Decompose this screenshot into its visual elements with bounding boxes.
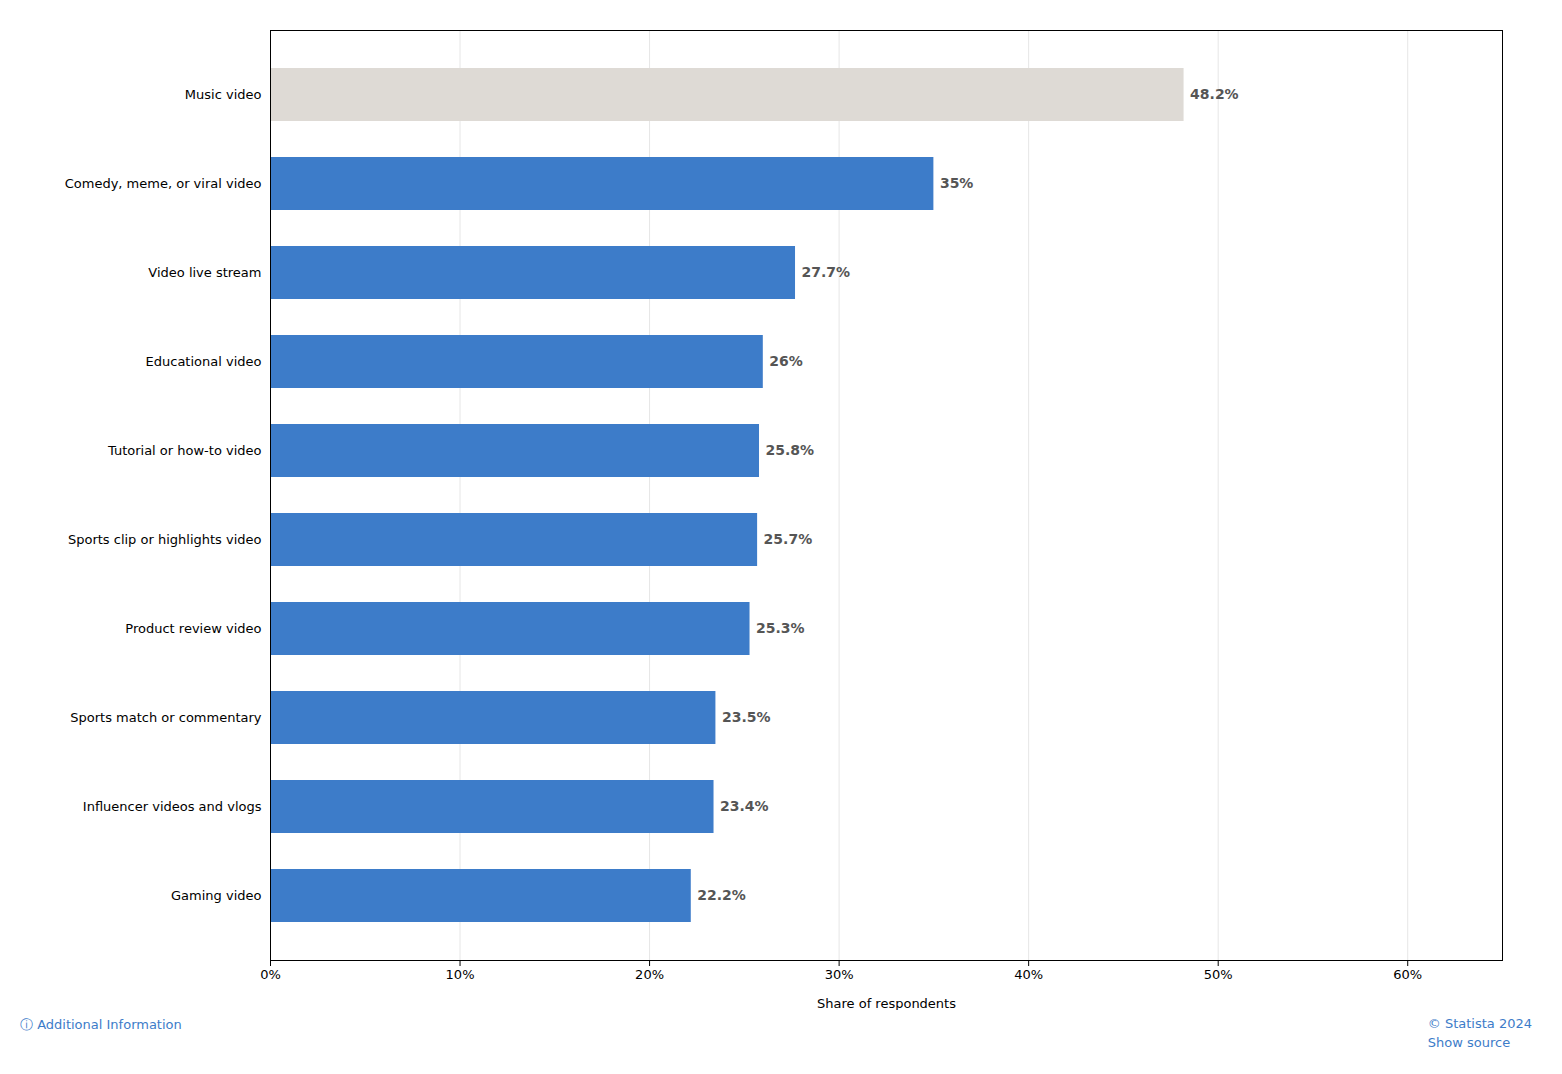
svg-text:Sports clip or highlights vide: Sports clip or highlights video — [68, 532, 262, 547]
svg-text:35%: 35% — [940, 175, 974, 191]
html-text:© Statista 2024: © Statista 2024 — [1427, 1016, 1532, 1031]
svg-text:23.4%: 23.4% — [720, 798, 769, 814]
svg-text:50%: 50% — [1204, 967, 1233, 982]
svg-text:23.5%: 23.5% — [722, 709, 771, 725]
svg-text:Sports match or commentary: Sports match or commentary — [70, 710, 262, 725]
svg-text:25.8%: 25.8% — [766, 442, 815, 458]
svg-text:Product review video: Product review video — [125, 621, 261, 636]
svg-text:48.2%: 48.2% — [1190, 86, 1239, 102]
svg-text:22.2%: 22.2% — [697, 887, 746, 903]
svg-text:40%: 40% — [1014, 967, 1043, 982]
svg-text:30%: 30% — [825, 967, 854, 982]
svg-text:Share of respondents: Share of respondents — [817, 996, 956, 1011]
svg-text:Educational video: Educational video — [146, 354, 262, 369]
svg-text:25.3%: 25.3% — [756, 620, 805, 636]
svg-text:Comedy, meme, or viral video: Comedy, meme, or viral video — [65, 176, 262, 191]
html-text:Show source: Show source — [1427, 1035, 1511, 1050]
svg-text:Video live stream: Video live stream — [148, 265, 261, 280]
svg-text:20%: 20% — [635, 967, 664, 982]
svg-text:0%: 0% — [260, 967, 281, 982]
svg-text:10%: 10% — [446, 967, 475, 982]
svg-text:60%: 60% — [1393, 967, 1422, 982]
svg-text:27.7%: 27.7% — [802, 264, 851, 280]
svg-text:Music video: Music video — [185, 87, 262, 102]
svg-text:Tutorial or how-to video: Tutorial or how-to video — [107, 443, 262, 458]
html-text:ⓘ Additional Information: ⓘ Additional Information — [20, 1017, 182, 1032]
svg-text:Gaming video: Gaming video — [171, 888, 261, 903]
svg-text:26%: 26% — [769, 353, 803, 369]
svg-text:Influencer videos and vlogs: Influencer videos and vlogs — [83, 799, 262, 814]
svg-text:25.7%: 25.7% — [764, 531, 813, 547]
